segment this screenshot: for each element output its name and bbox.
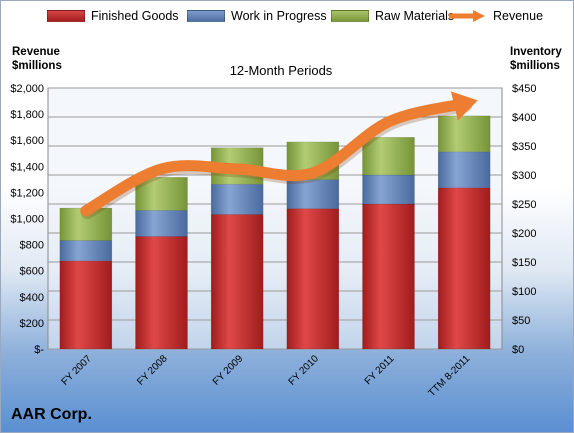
left-tick-label: $600 — [20, 266, 44, 278]
bar-raw-materials — [437, 115, 491, 153]
category-label: FY 2008 — [135, 353, 170, 388]
bar-work-in-progress — [135, 210, 188, 237]
right-tick-label: $100 — [512, 286, 536, 298]
legend-item-raw: Raw Materials — [331, 9, 454, 23]
right-tick-label: $250 — [512, 199, 536, 211]
category-label: FY 2007 — [60, 353, 95, 388]
left-axis-title: Revenue $millions — [12, 45, 62, 73]
legend: Finished Goods Work in Progress Raw Mate… — [1, 9, 573, 31]
right-axis-title: Inventory $millions — [510, 45, 562, 73]
left-tick-label: $2,000 — [10, 83, 44, 95]
left-axis-title-line1: Revenue — [12, 46, 60, 58]
bar-finished-goods — [437, 187, 491, 350]
legend-label-finished-goods: Finished Goods — [91, 9, 179, 23]
category-label: TTM 8-2011 — [427, 353, 473, 399]
left-axis-title-line2: $millions — [12, 60, 62, 72]
category-label: FY 2011 — [363, 353, 397, 387]
legend-swatch-wip — [187, 10, 225, 22]
right-axis-title-line2: $millions — [510, 60, 560, 72]
bar-work-in-progress — [437, 151, 491, 189]
right-tick-label: $400 — [512, 112, 536, 124]
legend-item-wip: Work in Progress — [187, 9, 327, 23]
bar-finished-goods — [210, 214, 264, 350]
left-tick-label: $1,800 — [10, 109, 44, 121]
legend-label-wip: Work in Progress — [231, 9, 327, 23]
left-tick-label: $1,600 — [10, 135, 44, 147]
legend-label-revenue: Revenue — [493, 9, 544, 23]
bar-raw-materials — [135, 177, 188, 211]
left-tick-label: $400 — [20, 292, 44, 304]
bar-finished-goods — [135, 236, 188, 350]
category-label: FY 2010 — [287, 353, 322, 388]
right-tick-label: $0 — [512, 344, 524, 356]
bar-work-in-progress — [362, 174, 415, 205]
bar-work-in-progress — [286, 179, 340, 209]
right-tick-label: $450 — [512, 83, 536, 95]
bar-finished-goods — [362, 203, 415, 350]
right-tick-label: $50 — [512, 315, 530, 327]
legend-item-finished-goods: Finished Goods — [47, 9, 179, 23]
left-tick-label: $200 — [20, 318, 44, 330]
bar-finished-goods — [286, 208, 340, 350]
company-name: AAR Corp. — [11, 406, 92, 423]
legend-swatch-raw — [331, 10, 369, 22]
left-tick-label: $- — [34, 344, 44, 356]
left-tick-label: $1,200 — [10, 187, 44, 199]
legend-swatch-finished-goods — [47, 10, 85, 22]
right-tick-label: $200 — [512, 228, 536, 240]
legend-item-revenue: Revenue — [447, 9, 543, 23]
legend-arrow-icon — [449, 10, 485, 22]
left-tick-label: $1,000 — [10, 214, 44, 226]
category-label: FY 2009 — [211, 353, 246, 388]
left-tick-label: $1,400 — [10, 161, 44, 173]
revenue-line — [80, 98, 470, 217]
revenue-arrowhead — [450, 91, 478, 121]
right-tick-label: $300 — [512, 170, 536, 182]
plot-area — [47, 87, 503, 350]
right-axis-title-line1: Inventory — [510, 46, 562, 58]
chart-subtitle: 12-Month Periods — [229, 63, 333, 78]
bar-work-in-progress — [59, 240, 113, 262]
bar-work-in-progress — [210, 183, 264, 215]
legend-label-raw: Raw Materials — [375, 9, 455, 23]
bar-finished-goods — [59, 260, 113, 350]
right-tick-label: $350 — [512, 141, 536, 153]
bar-raw-materials — [362, 137, 415, 176]
right-tick-label: $150 — [512, 257, 536, 269]
left-tick-label: $800 — [20, 240, 44, 252]
